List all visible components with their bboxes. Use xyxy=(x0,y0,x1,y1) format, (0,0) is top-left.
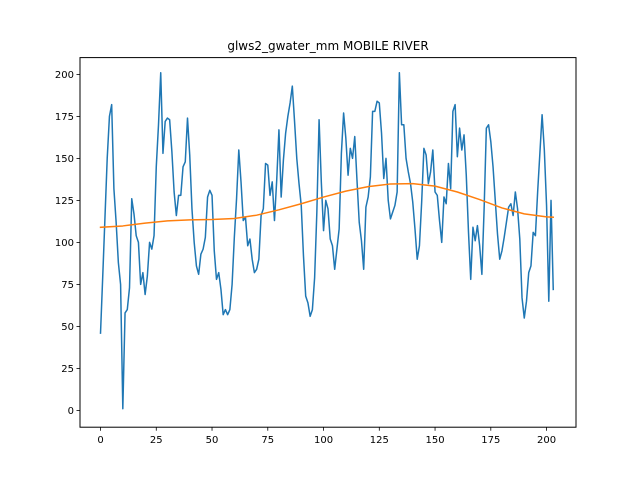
y-tick-label: 175 xyxy=(55,112,74,123)
series-line-1 xyxy=(99,182,555,229)
y-tick-label: 50 xyxy=(61,322,74,333)
y-tick-label: 125 xyxy=(55,196,74,207)
x-tick-label: 150 xyxy=(426,435,445,446)
x-tick-label: 100 xyxy=(314,435,333,446)
y-tick-label: 200 xyxy=(55,70,74,81)
y-tick-label: 150 xyxy=(55,154,74,165)
series-layer xyxy=(99,71,555,410)
series-line-0 xyxy=(99,71,555,410)
x-tick-label: 25 xyxy=(150,435,163,446)
x-tick-label: 0 xyxy=(97,435,103,446)
x-tick-label: 125 xyxy=(370,435,389,446)
y-axis: 0 25 50 75 100 125 150 175 200 xyxy=(55,70,80,417)
plot-frame xyxy=(79,57,577,428)
chart-title: glws2_gwater_mm MOBILE RIVER xyxy=(227,39,428,53)
y-tick-label: 25 xyxy=(61,364,74,375)
x-axis: 0 25 50 75 100 125 150 175 200 xyxy=(97,427,556,446)
plot-area xyxy=(80,57,576,428)
x-tick-label: 200 xyxy=(537,435,556,446)
x-tick-label: 75 xyxy=(261,435,274,446)
y-tick-label: 100 xyxy=(55,238,74,249)
y-tick-label: 0 xyxy=(68,406,74,417)
y-tick-label: 75 xyxy=(61,280,74,291)
x-tick-label: 50 xyxy=(206,435,219,446)
x-tick-label: 175 xyxy=(481,435,500,446)
